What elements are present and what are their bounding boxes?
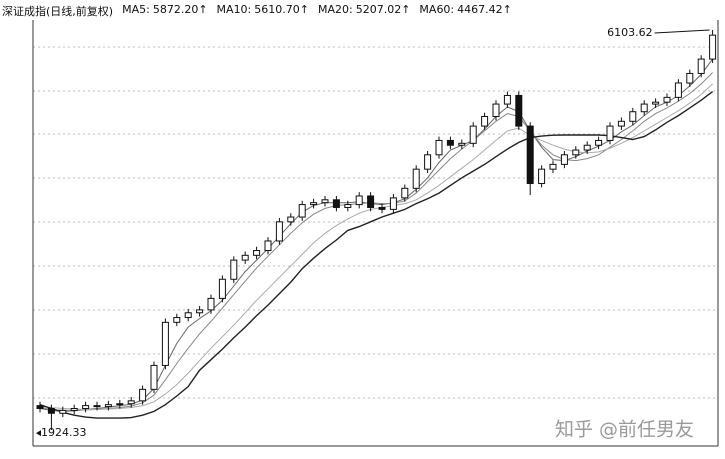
low-label: 1924.33 [41,426,87,439]
candle-body [218,278,226,299]
legend-entry: MA20: 5207.02↑ [318,3,410,19]
legend-trend: ↑ [401,3,411,16]
candle-body [150,364,158,390]
candle-body [367,195,375,208]
candle-body [629,111,637,122]
candle-body [275,221,283,242]
legend-value: 5872.20 [152,3,199,16]
candles [36,30,717,431]
candle-body [59,409,67,414]
legend-value: 5207.02 [355,3,402,16]
candle-body [583,144,591,151]
legend-entry: MA60: 4467.42↑ [419,3,511,19]
chart-title: 深证成指(日线,前复权) [2,5,114,18]
candle-body [640,103,648,113]
legend-value: 4467.42 [457,3,503,16]
candle-body [196,309,204,314]
candle-body [298,204,306,218]
candle-body [617,120,625,127]
candle-body [515,94,523,127]
ma-line [39,91,714,419]
candle-body [355,195,363,206]
candle-body [481,116,489,127]
candle-body [549,163,557,170]
candle-body [424,154,432,170]
candle-body [127,400,135,405]
candle-body [241,254,249,261]
legend-name: MA10: [216,3,252,16]
candle-body [492,103,500,118]
low-arrow-head [36,430,41,437]
legend-name: MA20: [317,3,353,16]
candle-body [674,82,682,98]
candle-body [378,206,386,210]
candle-body [173,317,181,323]
candle-body [469,125,477,144]
legend-name: MA5: [122,3,150,16]
candle-body [709,34,717,60]
candle-body [435,139,443,156]
candle-body [401,187,409,199]
candle-body [207,297,215,311]
candle-body [446,139,454,146]
annotations: 6103.62 1924.33 [36,26,710,439]
candle-body [230,259,238,280]
candle-body [332,199,340,208]
candle-body [82,405,90,409]
candle-body [321,199,329,204]
ma-line [39,72,713,411]
candle-body [287,216,295,223]
candle-body [344,204,352,208]
candle-body [104,404,112,408]
header: 深证成指(日线,前复权) MA5: 5872.20↑ MA10: 5610.70↑ MA… [2,3,516,19]
candle-body [36,405,44,409]
legend-trend: ↑ [502,3,512,16]
candle-body [310,202,318,206]
watermark: 知乎 @前任男友 [555,419,694,441]
candle-body [184,312,192,319]
candle-body [161,321,169,366]
candle-body [560,154,568,165]
candle-body [595,139,603,146]
candle-body [47,407,55,414]
ma-line [39,83,713,410]
candle-body [116,403,124,406]
legend-trend: ↑ [198,3,208,16]
candle-body [663,96,671,103]
legend-name: MA60: [419,3,455,16]
candle-body [606,125,614,141]
candle-body [264,240,272,252]
candle-body [139,388,147,402]
legend-trend: ↑ [299,3,309,16]
candle-body [458,142,466,146]
high-label: 6103.62 [607,26,653,39]
candle-body [412,168,420,189]
candle-body [389,197,397,210]
candle-body [572,149,580,156]
candle-body [526,125,534,185]
legend-entry: MA5: 5872.20↑ [122,3,207,19]
candle-body [697,58,705,74]
candle-body [503,94,511,105]
legend-entry: MA10: 5610.70↑ [217,3,309,19]
candle-body [253,250,261,256]
candle-body [538,168,546,185]
legend-value: 5610.70 [254,3,300,16]
candle-body [93,405,101,408]
grid [33,46,718,399]
candle-body [652,101,660,105]
candle-body [70,407,78,411]
candle-body [686,72,694,84]
high-pointer [654,29,710,34]
